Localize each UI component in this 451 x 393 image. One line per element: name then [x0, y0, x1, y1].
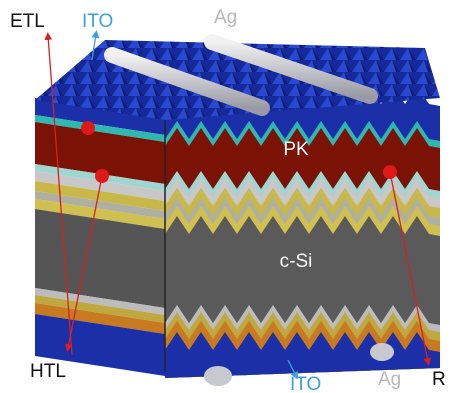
label-ito-top: ITO	[82, 11, 113, 32]
label-ito-bottom: ITO	[290, 374, 321, 393]
label-pk: PK	[283, 139, 309, 160]
label-r: R	[432, 369, 446, 390]
label-ag-bottom: Ag	[378, 369, 401, 390]
solar-cell-diagram: ETL ITO Ag PK c-Si HTL ITO Ag R	[0, 0, 451, 393]
marker-dot	[95, 169, 109, 183]
marker-dot	[383, 165, 397, 179]
label-ag-top: Ag	[214, 7, 237, 28]
flat-layers	[35, 98, 165, 376]
ag-finger-bottom	[370, 343, 394, 361]
marker-dot	[81, 121, 95, 135]
textured-layers	[165, 86, 440, 378]
ag-finger-bottom	[204, 366, 232, 386]
label-htl: HTL	[30, 361, 66, 382]
label-etl: ETL	[10, 11, 45, 32]
label-c-si: c-Si	[280, 251, 313, 272]
